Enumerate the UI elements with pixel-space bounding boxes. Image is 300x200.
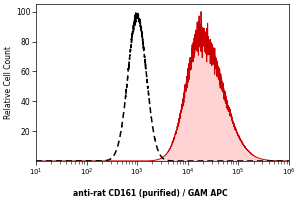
Text: anti-rat CD161 (purified) / GAM APC: anti-rat CD161 (purified) / GAM APC xyxy=(73,189,227,198)
Y-axis label: Relative Cell Count: Relative Cell Count xyxy=(4,46,13,119)
